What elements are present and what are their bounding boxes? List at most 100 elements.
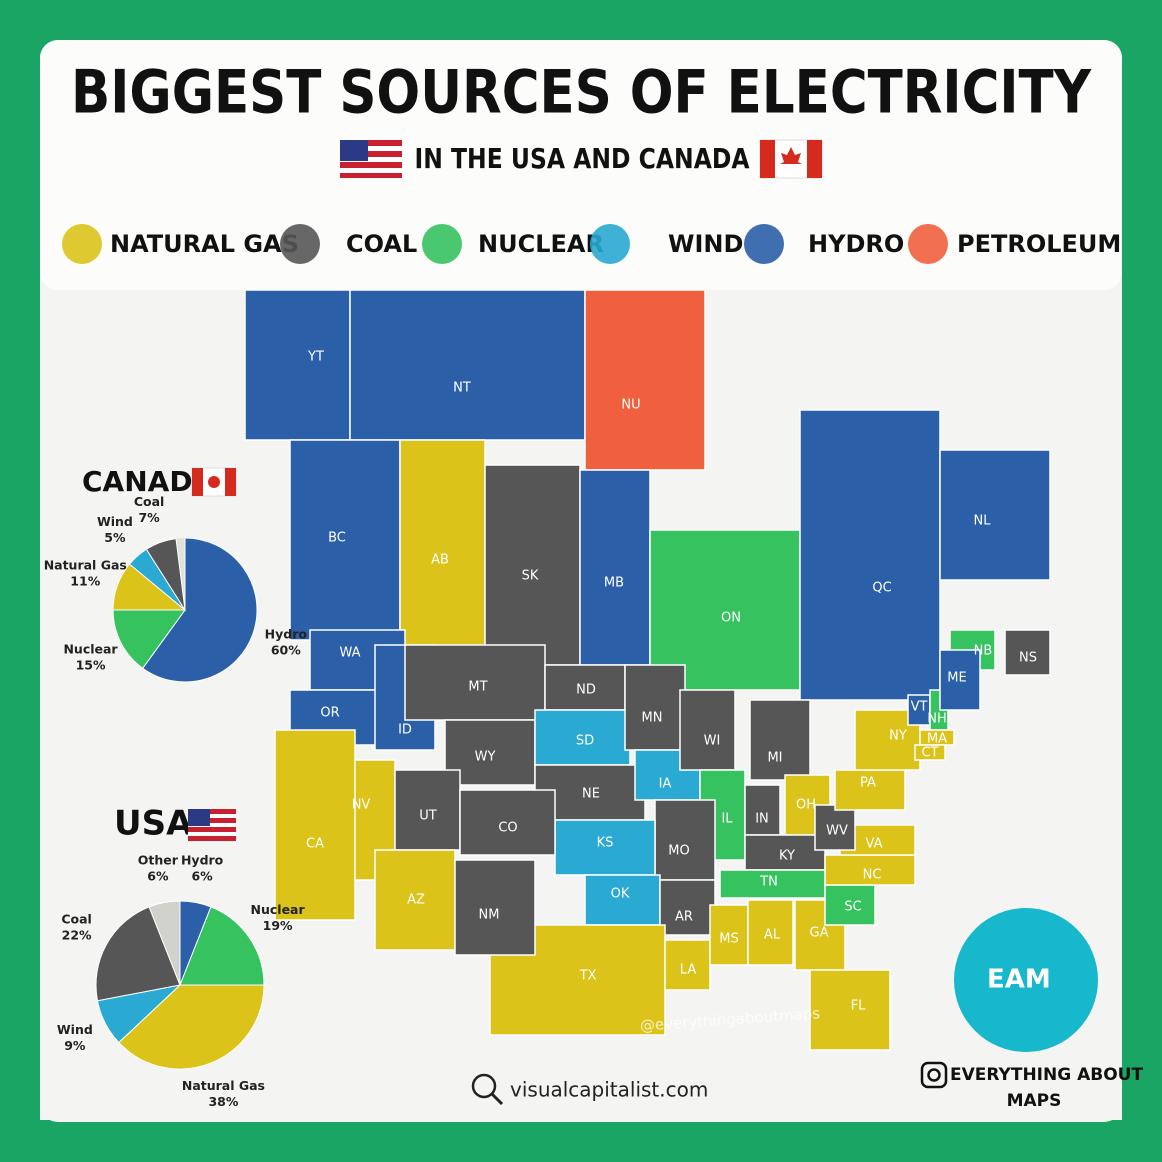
region <box>579 469 651 666</box>
legend-icon <box>422 224 462 264</box>
region-label: BC <box>328 531 346 546</box>
region <box>914 744 946 761</box>
region-label: NV <box>352 798 371 813</box>
legend-label: NUCLEAR <box>478 230 604 258</box>
region-label: PA <box>860 776 876 791</box>
pie-slice <box>179 906 265 986</box>
region-label: OR <box>320 706 339 721</box>
pie-slice <box>145 538 186 611</box>
region-label: ND <box>576 683 596 698</box>
region-label: GA <box>810 926 829 941</box>
region-label: NL <box>974 514 992 529</box>
region-label: NE <box>582 787 600 802</box>
region <box>244 289 351 441</box>
region <box>374 849 456 951</box>
region-label: OH <box>796 798 816 813</box>
region-label: MA <box>927 732 947 747</box>
region <box>744 784 781 836</box>
region <box>624 664 686 751</box>
region <box>744 834 826 871</box>
region <box>534 709 631 766</box>
region-label: ME <box>947 671 966 686</box>
region-label: SC <box>844 900 861 915</box>
pie-slice <box>112 609 186 669</box>
region <box>749 699 811 781</box>
pie-slice <box>118 984 265 1070</box>
region <box>649 529 801 691</box>
legend-label: HYDRO <box>808 230 904 258</box>
legend-item: NATURAL GAS <box>62 224 299 264</box>
region <box>939 649 981 711</box>
region-label: WA <box>339 646 360 661</box>
region-label: WV <box>826 824 848 839</box>
region-label: MB <box>604 576 624 591</box>
pie-category-label: Nuclear <box>63 642 118 657</box>
region-label: IL <box>721 812 733 827</box>
region <box>679 689 736 771</box>
region-label: NB <box>974 644 993 659</box>
pie-value-label: 19% <box>263 918 293 933</box>
legend-item: NUCLEAR <box>422 224 604 264</box>
region-label: MT <box>468 680 487 695</box>
legend-item: PETROLEUM <box>908 224 1121 264</box>
region-label: WI <box>704 734 721 749</box>
pie-category-label: Other <box>138 853 179 868</box>
region <box>459 789 556 856</box>
legend: NATURAL GAS COAL NUCLEAR WIND HYDRO PETROLEUM <box>62 224 1121 264</box>
pie-category-label: Wind <box>97 514 133 529</box>
region <box>799 409 941 701</box>
region-label: CA <box>306 837 324 852</box>
region-label: AR <box>675 910 693 925</box>
region-label: NM <box>479 908 500 923</box>
pie-value-label: 9% <box>64 1038 86 1053</box>
pie-category-label: Natural Gas <box>182 1078 265 1093</box>
pie-category-label: Coal <box>61 912 91 927</box>
region-label: QC <box>872 581 891 596</box>
region-label: AL <box>764 928 781 943</box>
source: visualcapitalist.com <box>510 1078 708 1102</box>
brand-line2: MAPS <box>1007 1091 1062 1111</box>
pie-value-label: 60% <box>271 642 301 657</box>
region-label: MI <box>767 751 782 766</box>
canada-flag-small <box>191 467 237 497</box>
legend-label: NATURAL GAS <box>110 230 299 258</box>
region <box>809 969 891 1051</box>
region-label: NC <box>863 868 882 883</box>
region-label: KY <box>779 849 795 864</box>
brand-line1: EVERYTHING ABOUT <box>950 1065 1143 1085</box>
region <box>654 799 716 881</box>
region-label: MN <box>642 711 663 726</box>
region-label: IA <box>659 777 672 792</box>
region-label: CO <box>498 821 517 836</box>
region-label: LA <box>680 963 697 978</box>
legend-icon <box>62 224 102 264</box>
region-label: OK <box>611 887 630 902</box>
instagram-icon <box>920 1061 948 1089</box>
region <box>274 729 356 921</box>
pie-value-label: 6% <box>191 869 213 884</box>
pie-slice <box>148 900 181 986</box>
canada-flag <box>759 139 823 179</box>
pie-category-label: Natural Gas <box>44 558 127 573</box>
region <box>289 439 401 641</box>
legend-icon <box>590 224 630 264</box>
region-label: TN <box>759 875 778 890</box>
pie-category-label: Hydro <box>181 853 224 868</box>
search-icon <box>471 1073 504 1106</box>
pie-value-label: 38% <box>208 1094 238 1109</box>
region-label: ON <box>721 611 741 626</box>
region-label: UT <box>419 809 437 824</box>
region <box>747 899 794 966</box>
pie-slice <box>95 906 181 1002</box>
usa-flag <box>340 140 402 178</box>
region <box>939 449 1051 581</box>
pie-value-label: 22% <box>62 928 92 943</box>
region-label: NH <box>927 712 947 727</box>
region <box>1004 629 1051 676</box>
logo-text: EAM <box>987 965 1051 995</box>
region <box>709 904 749 966</box>
region-label: VA <box>866 837 883 852</box>
legend-label: WIND <box>668 230 743 258</box>
region-label: MO <box>668 844 689 859</box>
